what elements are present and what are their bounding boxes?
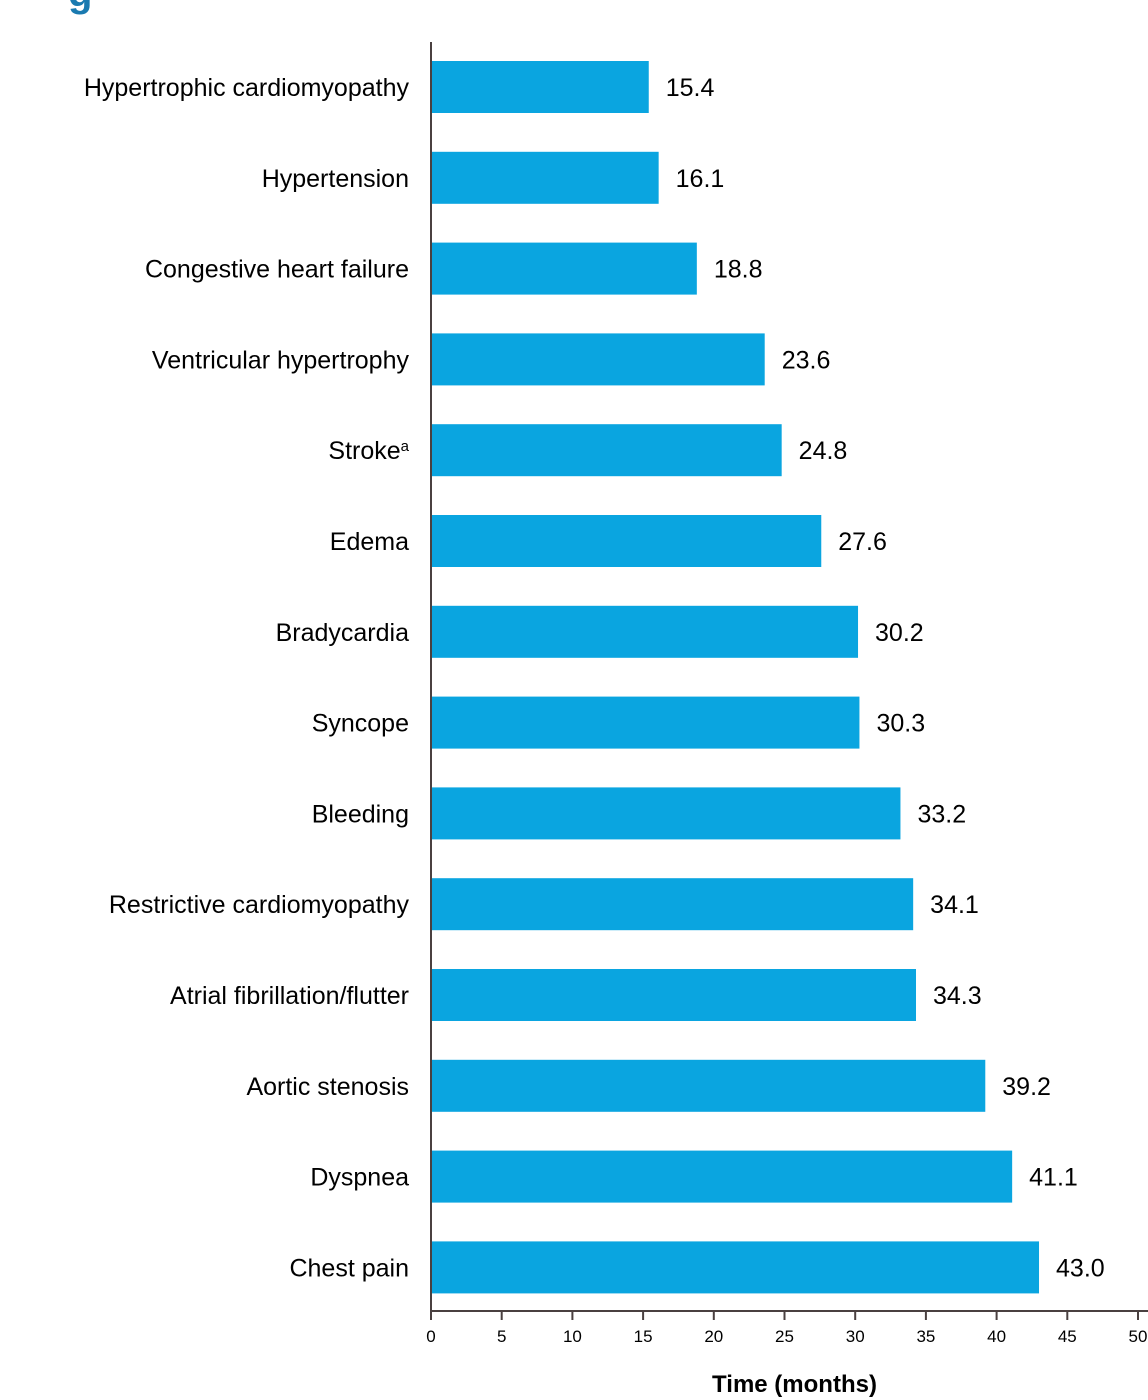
bar	[432, 424, 782, 477]
value-label: 34.1	[930, 891, 979, 919]
x-tick-label: 30	[846, 1327, 865, 1346]
bar	[432, 61, 649, 113]
category-label: Aortic stenosis	[246, 1073, 409, 1101]
bar	[432, 515, 822, 567]
value-label: 43.0	[1056, 1254, 1105, 1282]
bar	[432, 242, 697, 295]
x-tick-label: 45	[1058, 1327, 1077, 1346]
value-label: 24.8	[799, 437, 848, 465]
bar	[432, 696, 860, 749]
value-labels: 15.4 16.1 18.8 23.6 24.8 27.6 30.2 30.3 33.2 34.1…	[666, 74, 1105, 1282]
value-label: 34.3	[933, 982, 982, 1010]
bars-group	[432, 61, 1040, 1294]
value-label: 15.4	[666, 74, 715, 102]
bar	[432, 878, 914, 931]
category-label: Atrial fibrillation/flutter	[170, 982, 409, 1010]
x-axis: 0 5 10 15 20 25 30 35 40 45 50	[426, 1310, 1148, 1346]
category-labels: Hypertrophic cardiomyopathy Hypertension C…	[84, 74, 410, 1282]
value-label: 39.2	[1002, 1073, 1051, 1101]
bar	[432, 151, 659, 204]
value-label: 27.6	[838, 528, 887, 556]
x-tick-label: 40	[987, 1327, 1006, 1346]
category-label: Chest pain	[289, 1254, 409, 1282]
category-label: Ventricular hypertrophy	[152, 346, 410, 374]
category-label: Bradycardia	[276, 619, 409, 647]
bar	[432, 969, 917, 1021]
x-tick-label: 50	[1129, 1327, 1148, 1346]
category-label: Bleeding	[312, 800, 409, 828]
category-label: Dyspnea	[310, 1164, 409, 1192]
category-label: Restrictive cardiomyopathy	[109, 891, 410, 919]
value-label: 30.3	[876, 710, 925, 738]
category-label: Edema	[330, 528, 409, 556]
value-label: 30.2	[875, 619, 924, 647]
x-tick-label: 25	[775, 1327, 794, 1346]
chart-title-fragment: g	[68, 0, 92, 15]
x-tick-label: 5	[497, 1327, 506, 1346]
x-tick-label: 15	[634, 1327, 653, 1346]
x-axis-title: Time (months)	[712, 1371, 877, 1398]
value-label: 18.8	[714, 256, 763, 284]
bar	[432, 605, 859, 658]
bar	[432, 1059, 986, 1112]
category-label: Syncope	[312, 710, 409, 738]
value-label: 41.1	[1029, 1164, 1078, 1192]
x-tick-label: 10	[563, 1327, 582, 1346]
bar	[432, 787, 901, 840]
bar	[432, 1150, 1013, 1203]
x-tick-label: 35	[916, 1327, 935, 1346]
category-label: Hypertension	[262, 165, 409, 193]
footnote-marker: a	[401, 438, 410, 455]
category-label: Strokea	[328, 437, 409, 465]
category-label: Hypertrophic cardiomyopathy	[84, 74, 410, 102]
value-label: 23.6	[782, 346, 831, 374]
x-tick-label: 20	[704, 1327, 723, 1346]
bar	[432, 333, 765, 386]
x-tick-label: 0	[426, 1327, 435, 1346]
value-label: 16.1	[676, 165, 725, 193]
category-label: Congestive heart failure	[145, 256, 409, 284]
bar	[432, 1241, 1040, 1294]
value-label: 33.2	[917, 800, 966, 828]
